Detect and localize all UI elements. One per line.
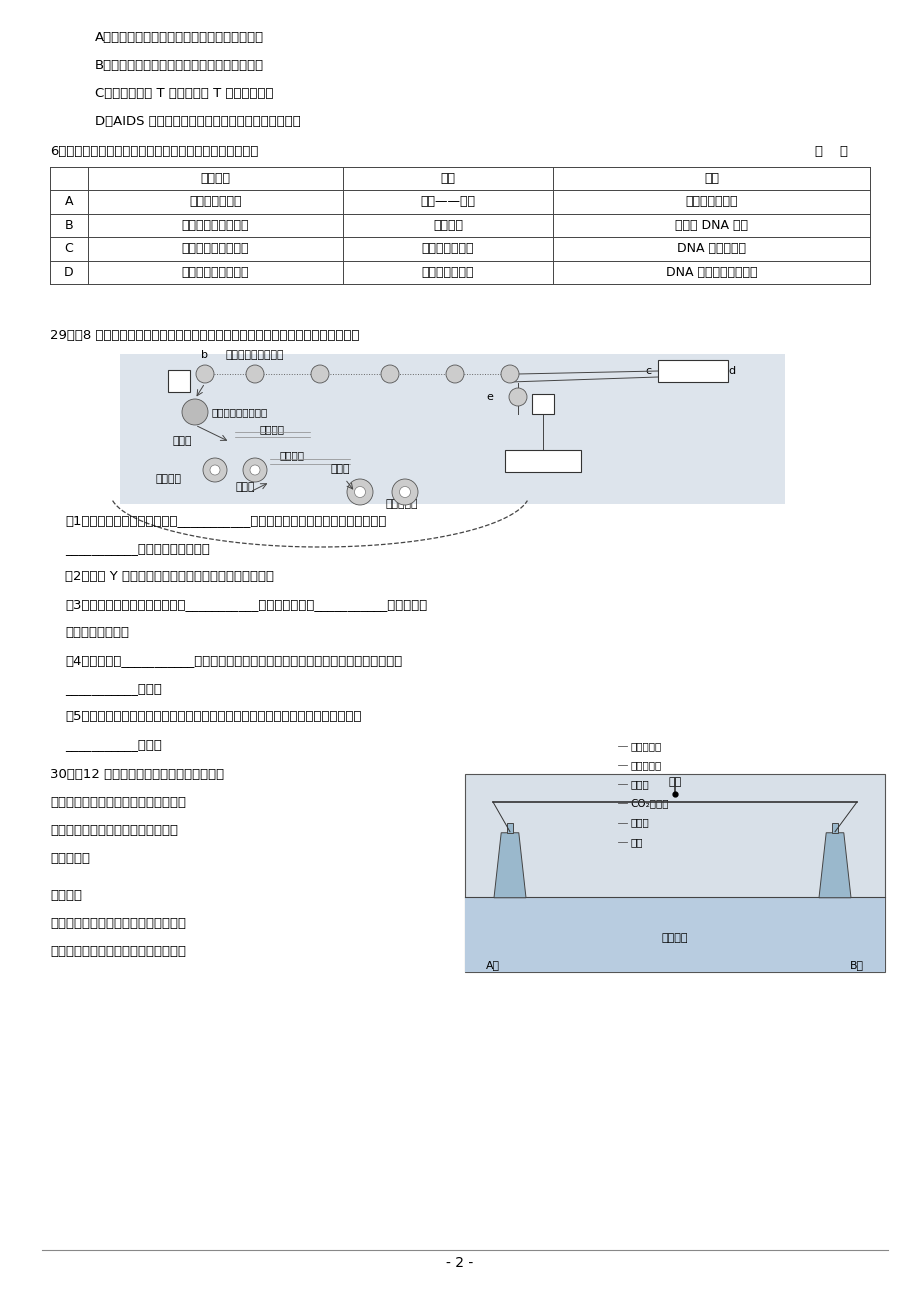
Text: 甲状腺细胞: 甲状腺细胞: [384, 499, 417, 509]
Text: C: C: [64, 242, 74, 255]
Text: （4）激素乙是___________，它只能特异性地作用于靶细胞，这与细胞膜上具有特定的: （4）激素乙是___________，它只能特异性地作用于靶细胞，这与细胞膜上具…: [65, 654, 402, 667]
Text: 下丘脑体温调节中枢: 下丘脑体温调节中枢: [225, 350, 283, 359]
Text: 激素乙: 激素乙: [234, 482, 255, 492]
Text: 滤纸片: 滤纸片: [630, 779, 648, 789]
Text: 29．（8 分）下图为正常人处于寒冷环境时的部分调节过程。请据图回答下列问题：: 29．（8 分）下图为正常人处于寒冷环境时的部分调节过程。请据图回答下列问题：: [50, 329, 359, 342]
Text: 实验名称: 实验名称: [200, 172, 231, 185]
Text: 支持架: 支持架: [630, 818, 648, 828]
Bar: [119, 354, 784, 504]
Text: c: c: [644, 366, 651, 376]
Circle shape: [245, 365, 264, 383]
Circle shape: [446, 365, 463, 383]
Bar: [506, 823, 513, 833]
Text: 肺炎双球菌转化实验: 肺炎双球菌转化实验: [182, 242, 249, 255]
Text: 分离、分别标记: 分离、分别标记: [421, 266, 473, 279]
Text: e: e: [486, 392, 493, 402]
Circle shape: [210, 465, 220, 475]
Text: 激素丙: 激素丙: [330, 464, 349, 474]
Text: 可使浮力增大，使天平指针发生偏转。: 可使浮力增大，使天平指针发生偏转。: [50, 945, 186, 958]
Text: - 2 -: - 2 -: [446, 1256, 473, 1269]
Text: DNA 是遗传物传: DNA 是遗传物传: [676, 242, 745, 255]
Text: 30．（12 分）为研究不同光照强度下水稻的: 30．（12 分）为研究不同光照强度下水稻的: [50, 768, 224, 781]
Text: 无底反应瓶中进行实验，实验装置如: 无底反应瓶中进行实验，实验装置如: [50, 824, 177, 837]
Bar: [464, 773, 884, 973]
Circle shape: [182, 398, 208, 424]
Text: 方法: 方法: [440, 172, 455, 185]
Text: CO₂缓冲液: CO₂缓冲液: [630, 798, 668, 809]
Text: （1）寒冷时的体温调节方式是___________调节。图中的感受器、传人神经依次是: （1）寒冷时的体温调节方式是___________调节。图中的感受器、传人神经依…: [65, 514, 386, 527]
Text: 分离、分别处理: 分离、分别处理: [421, 242, 473, 255]
Text: 光合作用，某实验室将水稻幼苗固定于: 光合作用，某实验室将水稻幼苗固定于: [50, 796, 186, 809]
Text: 毛细血管: 毛细血管: [260, 424, 285, 434]
Text: 基因是 DNA 片断: 基因是 DNA 片断: [675, 219, 747, 232]
Text: 效应器: 效应器: [532, 456, 552, 466]
Text: 6．人类对遗传物质的探索实验，方法与结论对应正确的是: 6．人类对遗传物质的探索实验，方法与结论对应正确的是: [50, 145, 258, 158]
Text: 天平: 天平: [667, 777, 681, 786]
Text: 垂体细胞: 垂体细胞: [154, 474, 181, 484]
Text: 活的水稻苗: 活的水稻苗: [630, 741, 661, 751]
Circle shape: [501, 365, 518, 383]
Text: 荧光标记: 荧光标记: [433, 219, 462, 232]
Circle shape: [380, 365, 399, 383]
Polygon shape: [494, 833, 526, 898]
Bar: [831, 823, 837, 833]
Text: 实验原理: 实验原理: [50, 889, 82, 902]
Text: 恒温水浴: 恒温水浴: [661, 934, 687, 943]
Circle shape: [346, 479, 372, 505]
Text: ___________（填写图中字母）。: ___________（填写图中字母）。: [65, 542, 210, 555]
Text: 毛细血管: 毛细血管: [279, 450, 305, 460]
Text: 皮肤: 皮肤: [686, 366, 698, 376]
Text: d: d: [728, 366, 735, 376]
Text: C．抗原传递到 T 细胞，刺激 T 细胞产生抗体: C．抗原传递到 T 细胞，刺激 T 细胞产生抗体: [95, 87, 273, 100]
Text: 下图所示。: 下图所示。: [50, 852, 90, 865]
Text: Y: Y: [539, 398, 546, 409]
Text: B．浆细胞与靶细胞密切接触，导致其裂解死亡: B．浆细胞与靶细胞密切接触，导致其裂解死亡: [95, 59, 264, 72]
Text: （2）若在 Y 处施加一电刺激，则该处膜外的电位变化是: （2）若在 Y 处施加一电刺激，则该处膜外的电位变化是: [65, 570, 274, 583]
Text: 下丘脑神经分泌细胞: 下丘脑神经分泌细胞: [211, 408, 268, 417]
Text: A: A: [64, 195, 74, 208]
Circle shape: [508, 388, 527, 406]
Circle shape: [203, 458, 227, 482]
Text: A．体液中的溶菌酶将病菌分解是体液免疫过程: A．体液中的溶菌酶将病菌分解是体液免疫过程: [95, 31, 264, 44]
Text: ___________机制。: ___________机制。: [65, 738, 162, 751]
Text: 字母）传递信息。: 字母）传递信息。: [65, 626, 129, 639]
Text: A瓶: A瓶: [485, 960, 499, 970]
Circle shape: [243, 458, 267, 482]
Text: B: B: [64, 219, 74, 232]
Text: DNA 是主要的遗传物质: DNA 是主要的遗传物质: [665, 266, 756, 279]
Text: 摩尔根果蝇杂交实验: 摩尔根果蝇杂交实验: [182, 219, 249, 232]
Bar: [168, 370, 190, 392]
Text: 假说——演绎: 假说——演绎: [420, 195, 475, 208]
Text: ___________有关。: ___________有关。: [65, 682, 162, 695]
Circle shape: [354, 487, 365, 497]
Text: B瓶: B瓶: [849, 960, 863, 970]
Bar: [464, 897, 884, 973]
Text: 激素甲: 激素甲: [172, 436, 191, 447]
Circle shape: [311, 365, 329, 383]
Text: 噬菌体侵染细菌实验: 噬菌体侵染细菌实验: [182, 266, 249, 279]
Text: （5）正常人体血液中激素丙含量过高时，对激素甲、乙的分泌起抑制作用，即存在: （5）正常人体血液中激素丙含量过高时，对激素甲、乙的分泌起抑制作用，即存在: [65, 710, 361, 723]
Bar: [505, 450, 581, 473]
Text: b: b: [201, 350, 209, 359]
Text: 气囊: 气囊: [630, 837, 641, 846]
Text: 结论: 结论: [703, 172, 719, 185]
Text: 基因在染色体上: 基因在染色体上: [685, 195, 737, 208]
Text: （    ）: （ ）: [814, 145, 847, 158]
Text: 死的水稻苗: 死的水稻苗: [630, 760, 661, 769]
Text: a: a: [176, 376, 182, 385]
Text: 该装置中水稻苗光合作用产生的气体，: 该装置中水稻苗光合作用产生的气体，: [50, 917, 186, 930]
Circle shape: [391, 479, 417, 505]
Text: 孟德尔杂交实验: 孟德尔杂交实验: [189, 195, 242, 208]
Bar: [657, 359, 727, 381]
Circle shape: [250, 465, 260, 475]
Text: D．AIDS 患者死亡的直接原因往往是其他病原体感染: D．AIDS 患者死亡的直接原因往往是其他病原体感染: [95, 115, 301, 128]
Bar: [531, 395, 553, 414]
Circle shape: [196, 365, 214, 383]
Text: D: D: [64, 266, 74, 279]
Circle shape: [399, 487, 410, 497]
Text: （3）相邻的两个神经元之间通过___________结构，即图中的___________（填写图中: （3）相邻的两个神经元之间通过___________结构，即图中的_______…: [65, 598, 426, 611]
Polygon shape: [818, 833, 850, 898]
